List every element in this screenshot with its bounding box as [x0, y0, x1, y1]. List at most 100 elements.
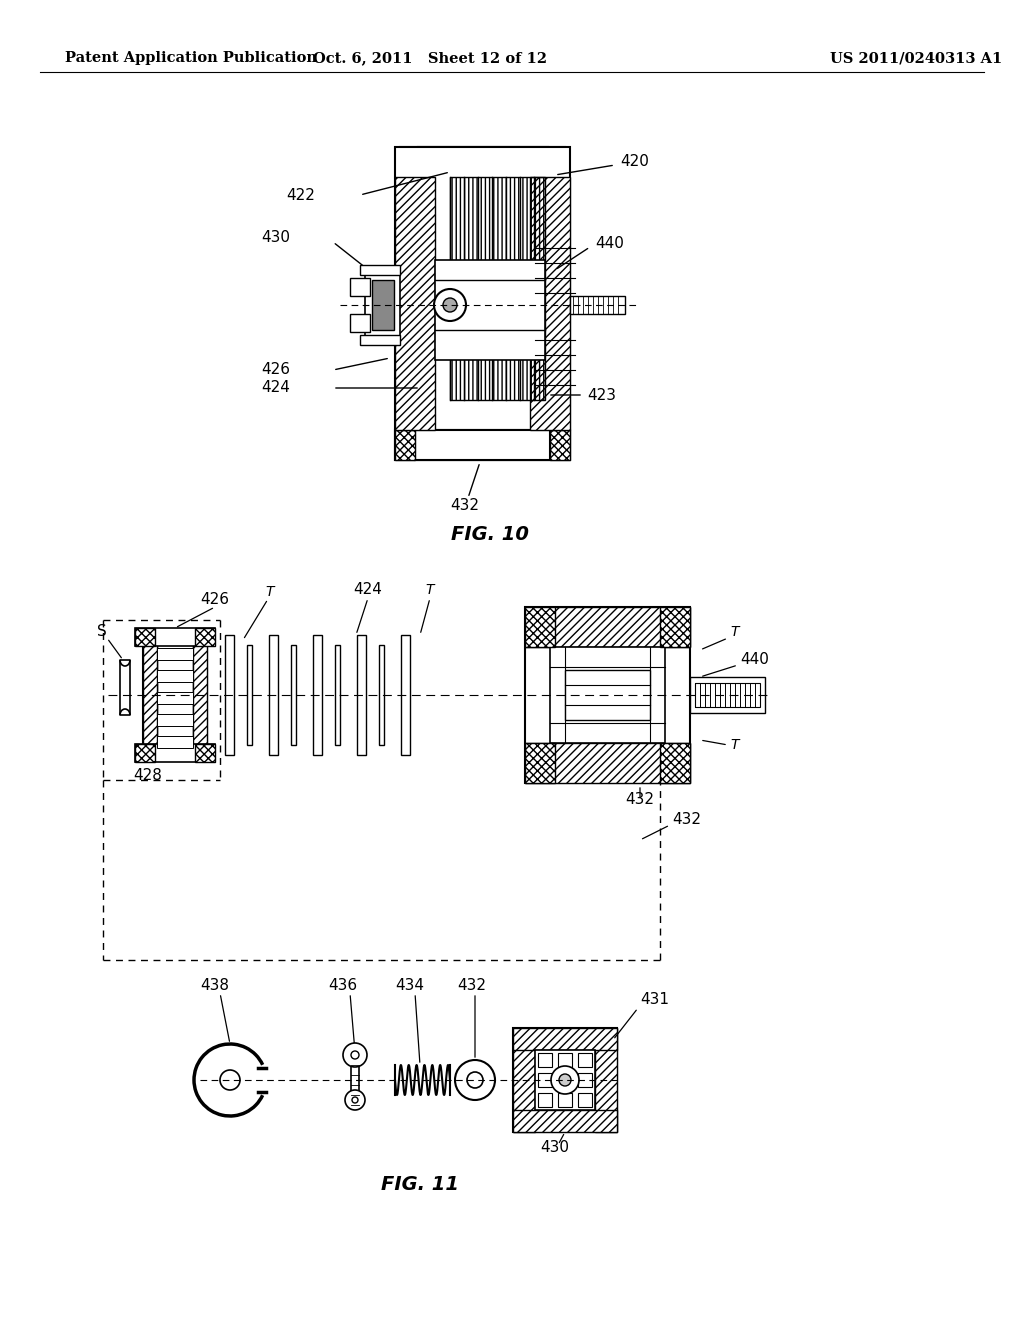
Bar — [269, 635, 278, 755]
Bar — [135, 744, 155, 762]
Bar — [513, 1028, 535, 1133]
Bar — [695, 682, 760, 708]
Bar — [690, 677, 765, 713]
Circle shape — [343, 1043, 367, 1067]
Text: 428: 428 — [133, 767, 163, 783]
Bar — [357, 635, 366, 755]
Bar — [525, 607, 555, 647]
Circle shape — [434, 289, 466, 321]
Bar — [513, 1110, 617, 1133]
Bar — [395, 430, 415, 459]
Text: 422: 422 — [286, 189, 315, 203]
Bar — [578, 1053, 592, 1067]
Bar — [120, 660, 130, 715]
Bar — [379, 645, 384, 744]
Bar — [313, 635, 322, 755]
Bar — [450, 177, 545, 400]
Bar — [415, 430, 550, 459]
Bar — [550, 430, 570, 459]
Text: Oct. 6, 2011   Sheet 12 of 12: Oct. 6, 2011 Sheet 12 of 12 — [313, 51, 547, 65]
Text: 434: 434 — [395, 978, 425, 993]
Bar — [350, 314, 370, 333]
Bar — [418, 147, 548, 177]
Text: T: T — [426, 583, 434, 597]
Bar — [595, 1028, 617, 1133]
Text: Patent Application Publication: Patent Application Publication — [65, 51, 317, 65]
Bar — [578, 1073, 592, 1086]
Bar — [538, 1093, 552, 1107]
Text: 430: 430 — [261, 230, 290, 244]
Circle shape — [220, 1071, 240, 1090]
Bar — [372, 280, 394, 330]
Bar — [525, 607, 690, 647]
Bar — [195, 744, 215, 762]
Bar — [157, 692, 193, 704]
Bar — [570, 296, 625, 314]
Circle shape — [351, 1051, 359, 1059]
Bar — [395, 430, 570, 459]
Circle shape — [559, 1074, 571, 1086]
Text: 440: 440 — [740, 652, 769, 668]
Text: S: S — [97, 624, 106, 639]
Bar — [525, 607, 690, 783]
Text: 426: 426 — [261, 363, 290, 378]
Text: 423: 423 — [587, 388, 616, 403]
Text: 424: 424 — [261, 380, 290, 396]
Bar — [225, 635, 234, 755]
Circle shape — [455, 1060, 495, 1100]
Bar — [513, 1028, 617, 1049]
Bar — [193, 630, 207, 760]
Bar — [157, 714, 193, 726]
Circle shape — [345, 1090, 365, 1110]
Bar — [530, 177, 570, 430]
Text: 432: 432 — [626, 792, 654, 808]
Bar — [435, 260, 545, 360]
Bar — [545, 147, 565, 177]
Text: 436: 436 — [329, 978, 357, 993]
Text: US 2011/0240313 A1: US 2011/0240313 A1 — [830, 51, 1002, 65]
Bar — [351, 1052, 359, 1107]
Text: FIG. 11: FIG. 11 — [381, 1176, 459, 1195]
Text: 430: 430 — [541, 1140, 569, 1155]
Bar — [525, 743, 690, 783]
Bar — [400, 147, 420, 177]
Text: 420: 420 — [620, 154, 649, 169]
Circle shape — [551, 1067, 579, 1094]
Text: FIG. 10: FIG. 10 — [451, 525, 529, 544]
Bar — [558, 1053, 572, 1067]
Text: 432: 432 — [458, 978, 486, 993]
Bar — [660, 743, 690, 783]
Bar — [157, 648, 193, 660]
Bar — [143, 630, 207, 760]
Text: 438: 438 — [201, 978, 229, 993]
Text: 431: 431 — [640, 993, 669, 1007]
Text: T: T — [730, 738, 738, 752]
Text: T: T — [730, 624, 738, 639]
Circle shape — [443, 298, 457, 312]
Bar — [578, 1093, 592, 1107]
Text: 424: 424 — [353, 582, 382, 598]
Bar — [157, 671, 193, 682]
Bar — [401, 635, 410, 755]
Bar — [395, 177, 435, 430]
Bar — [135, 628, 155, 645]
Bar — [550, 647, 665, 743]
Bar — [157, 630, 193, 760]
Bar — [538, 1053, 552, 1067]
Bar — [565, 671, 650, 719]
Bar — [143, 630, 157, 760]
Bar — [535, 1049, 595, 1110]
Bar — [513, 1028, 617, 1133]
Bar — [195, 628, 215, 645]
Bar — [660, 607, 690, 647]
Bar — [360, 335, 400, 345]
Text: T: T — [266, 585, 274, 599]
Circle shape — [467, 1072, 483, 1088]
Text: 426: 426 — [200, 593, 229, 607]
Text: 440: 440 — [595, 236, 624, 252]
Bar — [365, 271, 400, 341]
Bar — [350, 279, 370, 296]
Bar — [335, 645, 340, 744]
Bar — [400, 147, 565, 177]
Bar — [395, 147, 570, 459]
